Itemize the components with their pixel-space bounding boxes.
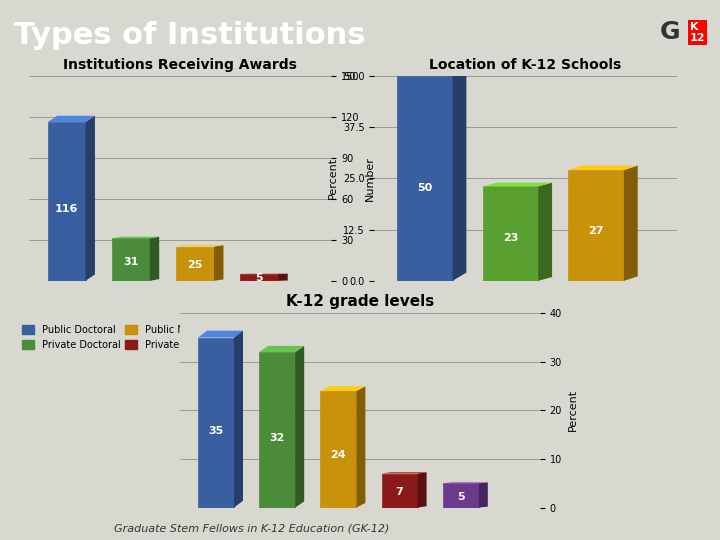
- Polygon shape: [259, 346, 304, 352]
- Polygon shape: [176, 245, 223, 247]
- Text: K
12: K 12: [690, 22, 706, 43]
- Text: Types of Institutions: Types of Institutions: [14, 21, 366, 50]
- Polygon shape: [356, 386, 365, 508]
- Text: 32: 32: [269, 433, 285, 443]
- Polygon shape: [482, 183, 552, 186]
- Text: 23: 23: [503, 233, 518, 244]
- Legend: Urban, Rural, Suburban: Urban, Rural, Suburban: [364, 315, 542, 333]
- Bar: [569, 170, 624, 281]
- Text: 116: 116: [55, 205, 78, 214]
- Polygon shape: [198, 330, 243, 338]
- Bar: [482, 186, 538, 281]
- Polygon shape: [624, 166, 638, 281]
- Text: 35: 35: [208, 426, 224, 436]
- Polygon shape: [397, 68, 467, 76]
- Bar: [198, 338, 234, 508]
- Polygon shape: [86, 116, 95, 281]
- Legend: Public Doctoral, Private Doctoral, Public Masters, Private Masters: Public Doctoral, Private Doctoral, Publi…: [19, 321, 225, 354]
- Bar: [112, 238, 150, 281]
- Polygon shape: [538, 183, 552, 281]
- Bar: [48, 122, 86, 281]
- Text: 5: 5: [256, 273, 264, 283]
- Polygon shape: [443, 482, 488, 483]
- Polygon shape: [150, 237, 159, 281]
- Y-axis label: Percent: Percent: [328, 157, 338, 199]
- Y-axis label: Number: Number: [365, 156, 375, 201]
- Polygon shape: [234, 330, 243, 508]
- Bar: [320, 391, 356, 508]
- Title: Location of K-12 Schools: Location of K-12 Schools: [429, 58, 622, 72]
- Bar: [176, 247, 214, 281]
- Polygon shape: [479, 482, 488, 508]
- Polygon shape: [48, 116, 95, 122]
- Text: 25: 25: [187, 260, 203, 271]
- Polygon shape: [418, 472, 426, 508]
- Text: 31: 31: [123, 256, 138, 267]
- Bar: [382, 474, 418, 508]
- Title: Institutions Receiving Awards: Institutions Receiving Awards: [63, 58, 297, 72]
- Text: 50: 50: [417, 184, 433, 193]
- Bar: [443, 483, 479, 508]
- Text: 7: 7: [396, 487, 403, 497]
- Polygon shape: [452, 68, 467, 281]
- Text: 24: 24: [330, 450, 346, 460]
- Polygon shape: [112, 237, 159, 238]
- Title: K-12 grade levels: K-12 grade levels: [286, 294, 434, 309]
- Polygon shape: [382, 472, 426, 474]
- Bar: [259, 352, 295, 508]
- Polygon shape: [569, 166, 638, 170]
- Bar: [397, 76, 453, 281]
- Text: G: G: [660, 21, 680, 44]
- Bar: [240, 274, 278, 281]
- Text: Graduate Stem Fellows in K-12 Education (GK-12): Graduate Stem Fellows in K-12 Education …: [114, 524, 390, 534]
- Text: 27: 27: [588, 226, 604, 236]
- Text: 5: 5: [457, 491, 464, 502]
- Y-axis label: Percent: Percent: [567, 389, 577, 431]
- Polygon shape: [214, 245, 223, 281]
- Polygon shape: [278, 274, 288, 281]
- Polygon shape: [295, 346, 304, 508]
- Polygon shape: [320, 386, 365, 391]
